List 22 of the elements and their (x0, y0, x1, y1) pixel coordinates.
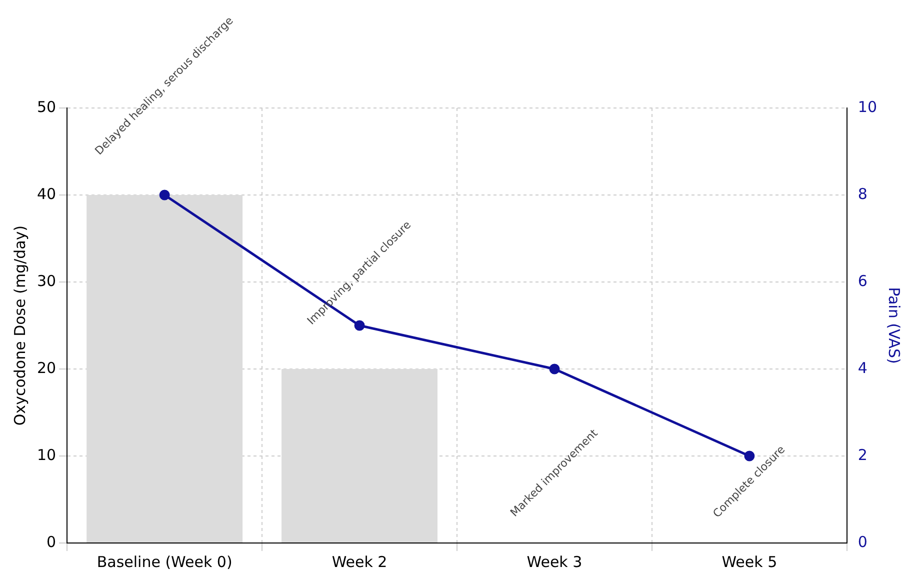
x-tick-label: Week 2 (332, 552, 388, 571)
y-tick-label: 50 (36, 98, 56, 116)
y2-tick-label: 0 (858, 532, 868, 551)
x-tick-label: Week 3 (526, 552, 582, 571)
y-tick-label: 10 (36, 446, 56, 464)
y2-axis-title: Pain (VAS) (885, 287, 904, 364)
y2-tick-label: 8 (858, 184, 868, 203)
y-tick-label: 30 (36, 272, 56, 290)
y2-tick-label: 10 (858, 98, 878, 116)
x-tick-label: Baseline (Week 0) (96, 552, 232, 571)
y2-tick-label: 6 (858, 272, 868, 290)
y2-tick-label: 2 (858, 446, 868, 464)
point (744, 450, 755, 462)
y-tick-label: 0 (46, 532, 56, 551)
x-tick-label: Week 5 (722, 552, 778, 571)
y-tick-label: 40 (36, 184, 56, 203)
point (549, 364, 560, 374)
point (159, 190, 170, 200)
y2-tick-label: 4 (858, 358, 868, 377)
y-axis-title: Oxycodone Dose (mg/day) (10, 225, 29, 426)
y-tick-label: 20 (36, 358, 56, 377)
point (354, 320, 365, 331)
